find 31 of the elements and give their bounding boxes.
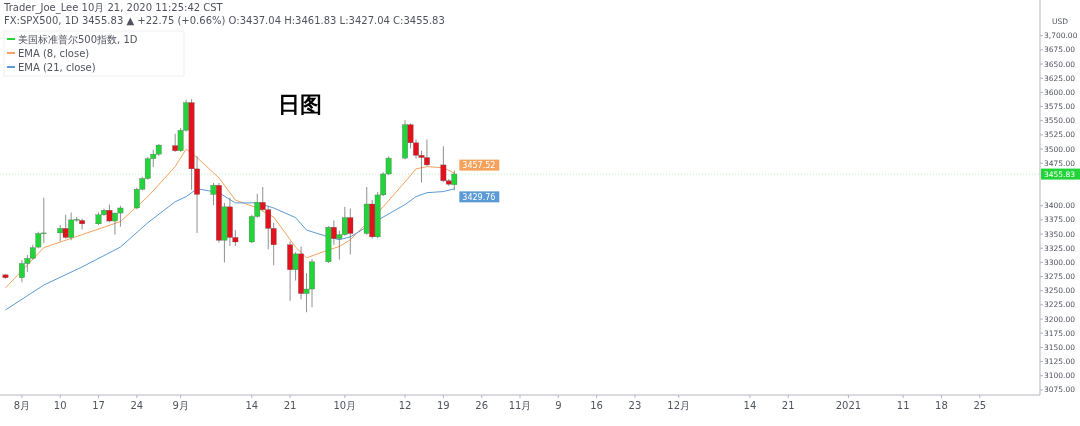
- x-tick-label: 10: [53, 400, 67, 411]
- data-label: 3429.76: [462, 192, 496, 202]
- annotation: FX:SPX500, 1D 3455.83 ▲ +22.75 (+0.66%) O:3437.04 H:3461.83 L:3427.04 C:3455.83: [4, 15, 445, 26]
- legend-label: 美国标准普尔500指数, 1D: [18, 33, 138, 45]
- x-tick-label: 26: [475, 400, 489, 411]
- x-tick-label: 9月: [172, 400, 189, 411]
- x-tick-label: 10月: [333, 400, 357, 411]
- x-tick-label: 2021: [835, 400, 862, 411]
- x-tick-label: 16: [590, 400, 603, 411]
- x-tick-label: 14: [743, 400, 757, 411]
- x-tick-label: 19: [437, 400, 450, 411]
- x-tick-label: 21: [781, 400, 795, 411]
- legend-label: EMA (8, close): [18, 47, 90, 59]
- annotation: Trader_Joe_Lee 10月 21, 2020 11:25:42 CST: [3, 2, 224, 14]
- x-tick-label: 12月: [667, 400, 691, 411]
- candlestick: [440, 145, 447, 183]
- x-tick-label: 23: [628, 400, 642, 411]
- x-tick-label: 25: [973, 400, 987, 411]
- text: 日图: [278, 92, 322, 117]
- x-tick-label: 17: [92, 400, 105, 411]
- x-tick-label: 21: [283, 400, 297, 411]
- x-tick-label: 18: [935, 400, 948, 411]
- x-tick-label: 12: [398, 400, 412, 411]
- x-tick-label: 14: [245, 400, 259, 411]
- x-tick-label: 8月: [13, 400, 31, 411]
- legend-label: EMA (21, close): [18, 61, 96, 73]
- x-tick-label: 24: [130, 400, 144, 411]
- x-tick-label: 11月: [508, 400, 532, 411]
- data-label: 3457.52: [462, 161, 496, 171]
- x-tick-label: 9: [555, 400, 562, 411]
- x-tick-label: 11: [896, 400, 910, 411]
